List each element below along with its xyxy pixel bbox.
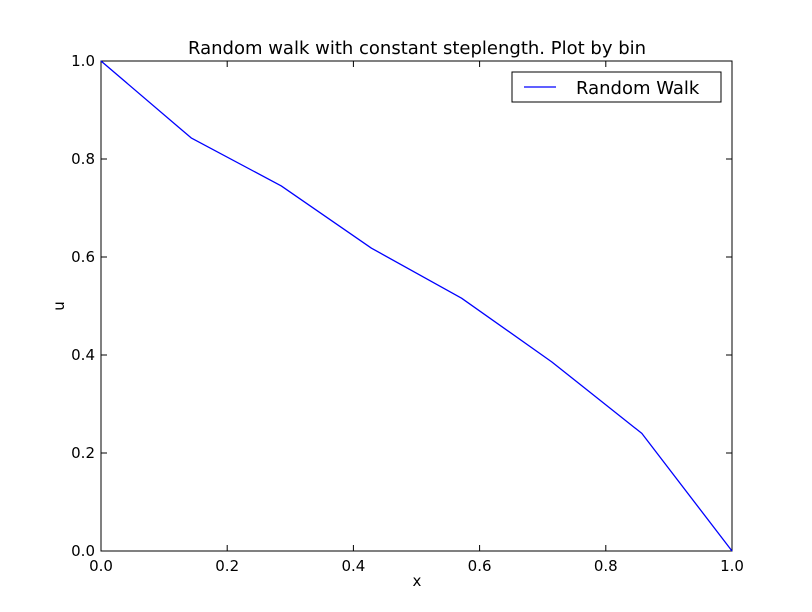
x-tick-label: 0.6 <box>468 557 492 575</box>
x-tick-label: 0.2 <box>215 557 239 575</box>
x-tick-label: 0.8 <box>594 557 618 575</box>
y-tick-labels: 0.0 0.2 0.4 0.6 0.8 1.0 <box>71 52 95 560</box>
y-tick-label: 0.8 <box>71 150 95 168</box>
legend-label-random-walk: Random Walk <box>576 78 700 99</box>
series-lines <box>100 60 733 552</box>
axes-frame <box>100 60 733 552</box>
axis-ticks <box>100 60 733 552</box>
y-axis-label: u <box>50 301 68 311</box>
series-line-random-walk <box>100 60 733 552</box>
y-tick-label: 0.4 <box>71 346 95 364</box>
x-tick-labels: 0.0 0.2 0.4 0.6 0.8 1.0 <box>89 557 744 575</box>
chart-title: Random walk with constant steplength. Pl… <box>188 38 646 59</box>
plot-area: 0.0 0.2 0.4 0.6 0.8 1.0 0.0 0.2 0.4 0.6 0.8 1.0 <box>71 52 744 575</box>
legend: Random Walk <box>511 71 722 103</box>
x-tick-label: 1.0 <box>720 557 744 575</box>
x-tick-label: 0.0 <box>89 557 113 575</box>
y-tick-label: 0.2 <box>71 444 95 462</box>
y-tick-label: 1.0 <box>71 52 95 70</box>
x-axis-label: x <box>413 572 422 590</box>
y-tick-label: 0.6 <box>71 248 95 266</box>
y-tick-label: 0.0 <box>71 542 95 560</box>
x-tick-label: 0.4 <box>341 557 365 575</box>
